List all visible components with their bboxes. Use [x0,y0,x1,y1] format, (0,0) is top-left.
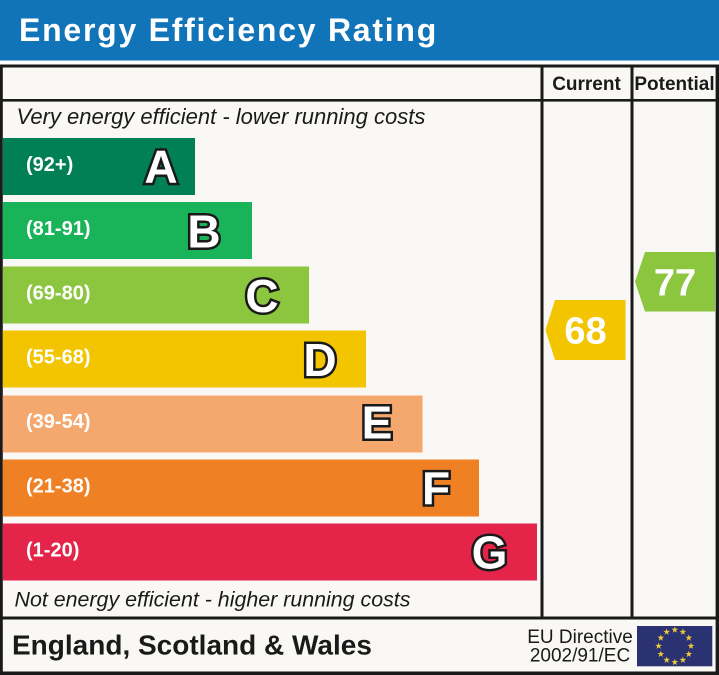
svg-text:G: G [472,527,508,579]
svg-text:(39-54): (39-54) [26,411,90,433]
svg-text:E: E [362,397,393,449]
svg-text:Energy Efficiency Rating: Energy Efficiency Rating [19,12,438,48]
svg-text:(21-38): (21-38) [26,476,90,498]
svg-text:77: 77 [654,262,696,304]
svg-text:(69-80): (69-80) [26,283,90,305]
svg-text:England, Scotland & Wales: England, Scotland & Wales [12,630,372,661]
svg-text:C: C [245,270,278,322]
svg-text:Not energy efficient - higher: Not energy efficient - higher running co… [15,588,411,612]
svg-text:F: F [422,462,450,514]
svg-text:D: D [303,334,336,386]
svg-text:A: A [144,141,177,193]
svg-text:(55-68): (55-68) [26,347,90,369]
svg-text:Potential: Potential [634,74,714,95]
svg-text:EU Directive: EU Directive [527,627,633,648]
svg-text:(1-20): (1-20) [26,540,79,562]
svg-text:2002/91/EC: 2002/91/EC [530,645,630,666]
svg-text:Current: Current [552,74,621,95]
svg-text:(92+): (92+) [26,154,73,176]
svg-text:68: 68 [564,311,606,353]
svg-text:B: B [187,206,220,258]
svg-text:(81-91): (81-91) [26,218,90,240]
svg-text:Very energy efficient - lower: Very energy efficient - lower running co… [17,104,426,129]
